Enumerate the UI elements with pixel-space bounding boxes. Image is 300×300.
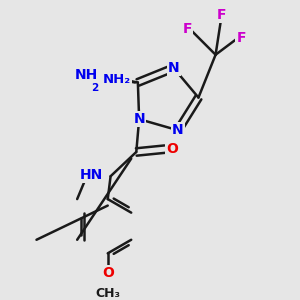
Text: O: O — [102, 266, 114, 280]
Text: CH₃: CH₃ — [95, 287, 120, 300]
Text: N: N — [133, 112, 145, 126]
Text: F: F — [182, 22, 192, 36]
Text: N: N — [172, 123, 184, 137]
Text: O: O — [166, 142, 178, 156]
Text: 2: 2 — [91, 83, 98, 93]
Text: F: F — [217, 8, 226, 22]
Text: N: N — [168, 61, 179, 75]
Text: NH: NH — [75, 68, 98, 82]
Text: NH₂: NH₂ — [103, 73, 131, 86]
Text: F: F — [236, 31, 246, 45]
Text: HN: HN — [80, 168, 104, 182]
